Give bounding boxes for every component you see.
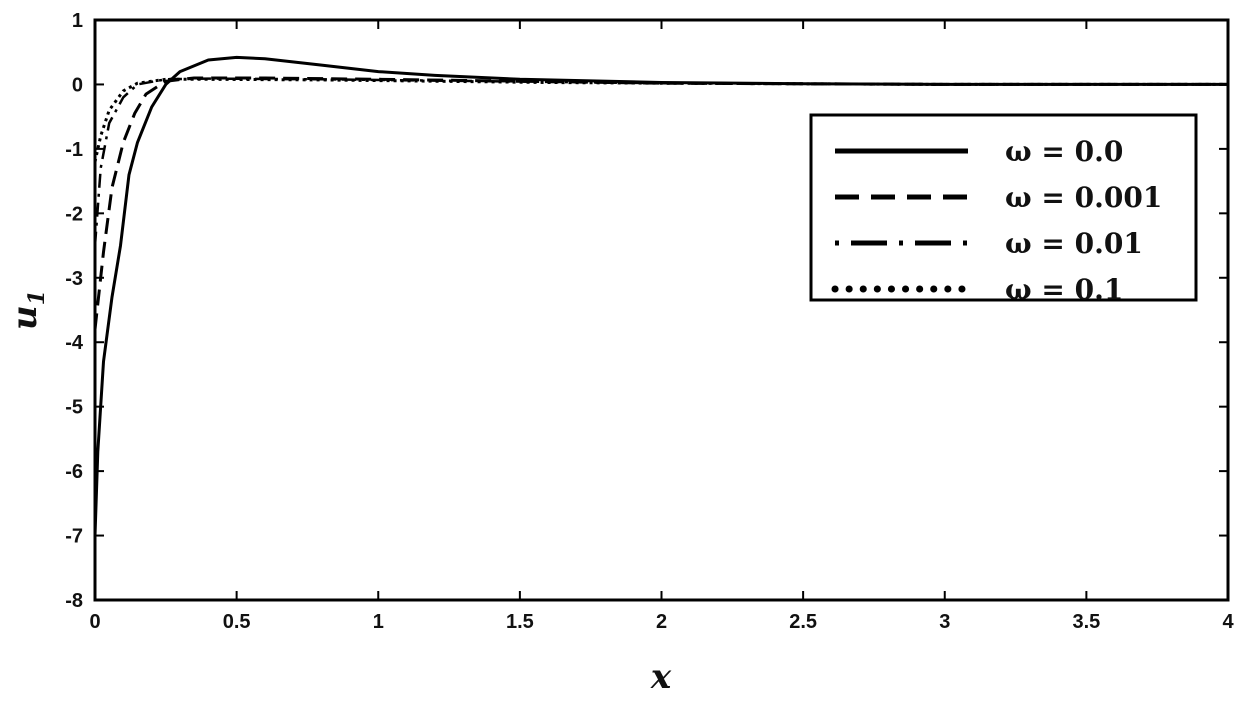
x-tick-label: 1.5 [506,611,534,633]
x-axis-label: x [650,657,672,697]
series-layer [93,55,1228,536]
x-tick-label: 0 [89,611,100,633]
y-tick-label: -7 [65,526,83,548]
ticks-layer: 0 0.5 1 1.5 2 2.5 3 3.5 4 1 0 -1 -2 -3 -4 -5 -6 -7 -8 [65,10,1234,633]
x-tick-label: 3.5 [1072,611,1100,633]
y-axis-label-main: u [5,305,45,330]
y-tick-label: 1 [72,10,83,32]
y-tick-label: -6 [65,461,83,483]
y-tick-label: -5 [65,397,83,419]
y-tick-label: -1 [65,139,83,161]
x-tick-label: 2.5 [789,611,817,633]
legend-label-3: ω = 0.1 [1005,273,1123,306]
y-tick-label: -8 [65,590,83,612]
x-tick-label: 3 [939,611,950,633]
y-tick-label: -2 [65,203,83,225]
series-line-1 [93,76,1228,330]
x-tick-label: 4 [1222,611,1234,633]
y-axis-label-subscript: 1 [24,290,50,305]
legend-label-1: ω = 0.001 [1005,181,1162,214]
legend: ω = 0.0 ω = 0.001 ω = 0.01 ω = 0.1 [809,113,1198,306]
legend-label-0: ω = 0.0 [1005,135,1123,168]
y-tick-label: -3 [65,268,83,290]
x-tick-label: 1 [373,611,384,633]
legend-box [809,113,1198,302]
plot-frame [93,18,1230,602]
x-tick-label: 0.5 [223,611,251,633]
y-tick-label: -4 [65,332,84,354]
y-axis-label: u1 [5,290,50,330]
series-line-3 [93,77,1228,163]
x-tick-label: 2 [656,611,667,633]
y-tick-label: 0 [72,74,83,96]
legend-label-2: ω = 0.01 [1005,227,1143,260]
